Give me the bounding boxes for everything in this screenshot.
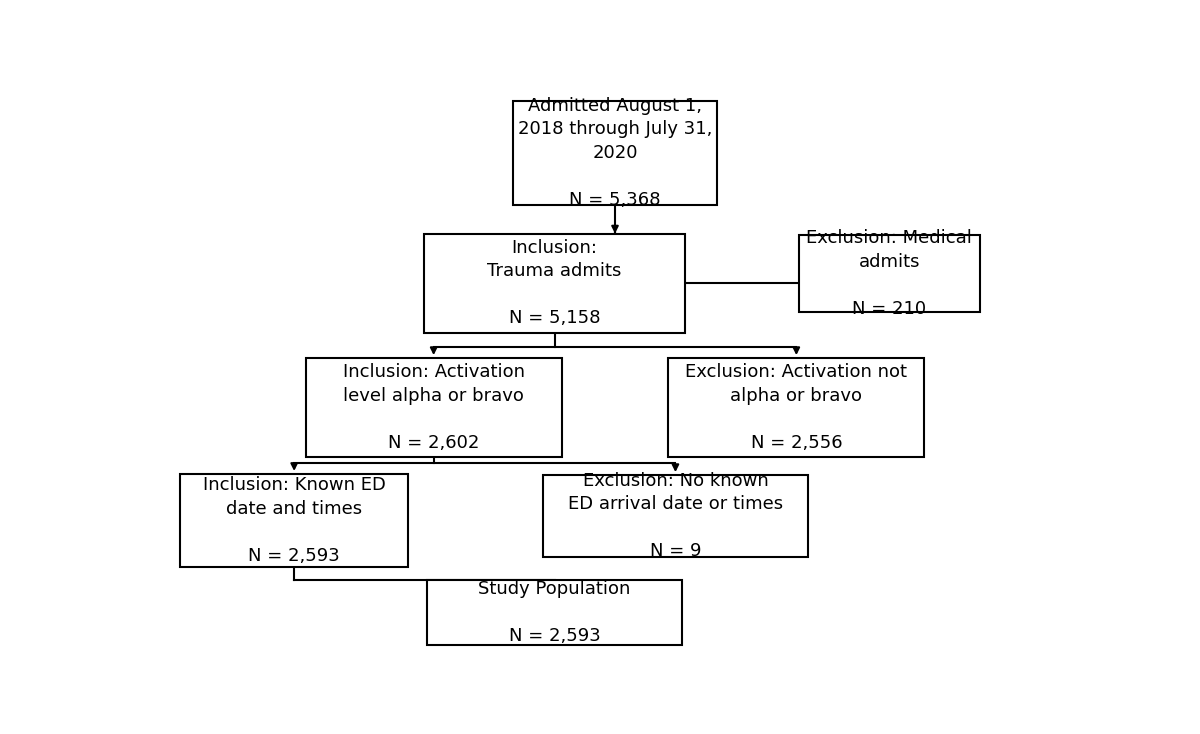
Text: Admitted August 1,
2018 through July 31,
2020

N = 5,368: Admitted August 1, 2018 through July 31,…: [518, 97, 712, 209]
Text: Study Population

N = 2,593: Study Population N = 2,593: [479, 580, 631, 645]
Bar: [180, 474, 408, 567]
Bar: [799, 236, 980, 312]
Bar: [512, 101, 718, 206]
Bar: [306, 358, 562, 457]
Bar: [668, 358, 924, 457]
Text: Inclusion: Known ED
date and times

N = 2,593: Inclusion: Known ED date and times N = 2…: [203, 476, 385, 565]
Bar: [427, 580, 683, 645]
Text: Exclusion: No known
ED arrival date or times

N = 9: Exclusion: No known ED arrival date or t…: [568, 471, 784, 560]
Bar: [425, 233, 685, 333]
Text: Inclusion:
Trauma admits

N = 5,158: Inclusion: Trauma admits N = 5,158: [487, 239, 622, 327]
Bar: [542, 475, 808, 557]
Text: Exclusion: Medical
admits

N = 210: Exclusion: Medical admits N = 210: [806, 229, 972, 318]
Text: Inclusion: Activation
level alpha or bravo

N = 2,602: Inclusion: Activation level alpha or bra…: [343, 363, 524, 452]
Text: Exclusion: Activation not
alpha or bravo

N = 2,556: Exclusion: Activation not alpha or bravo…: [685, 363, 907, 452]
